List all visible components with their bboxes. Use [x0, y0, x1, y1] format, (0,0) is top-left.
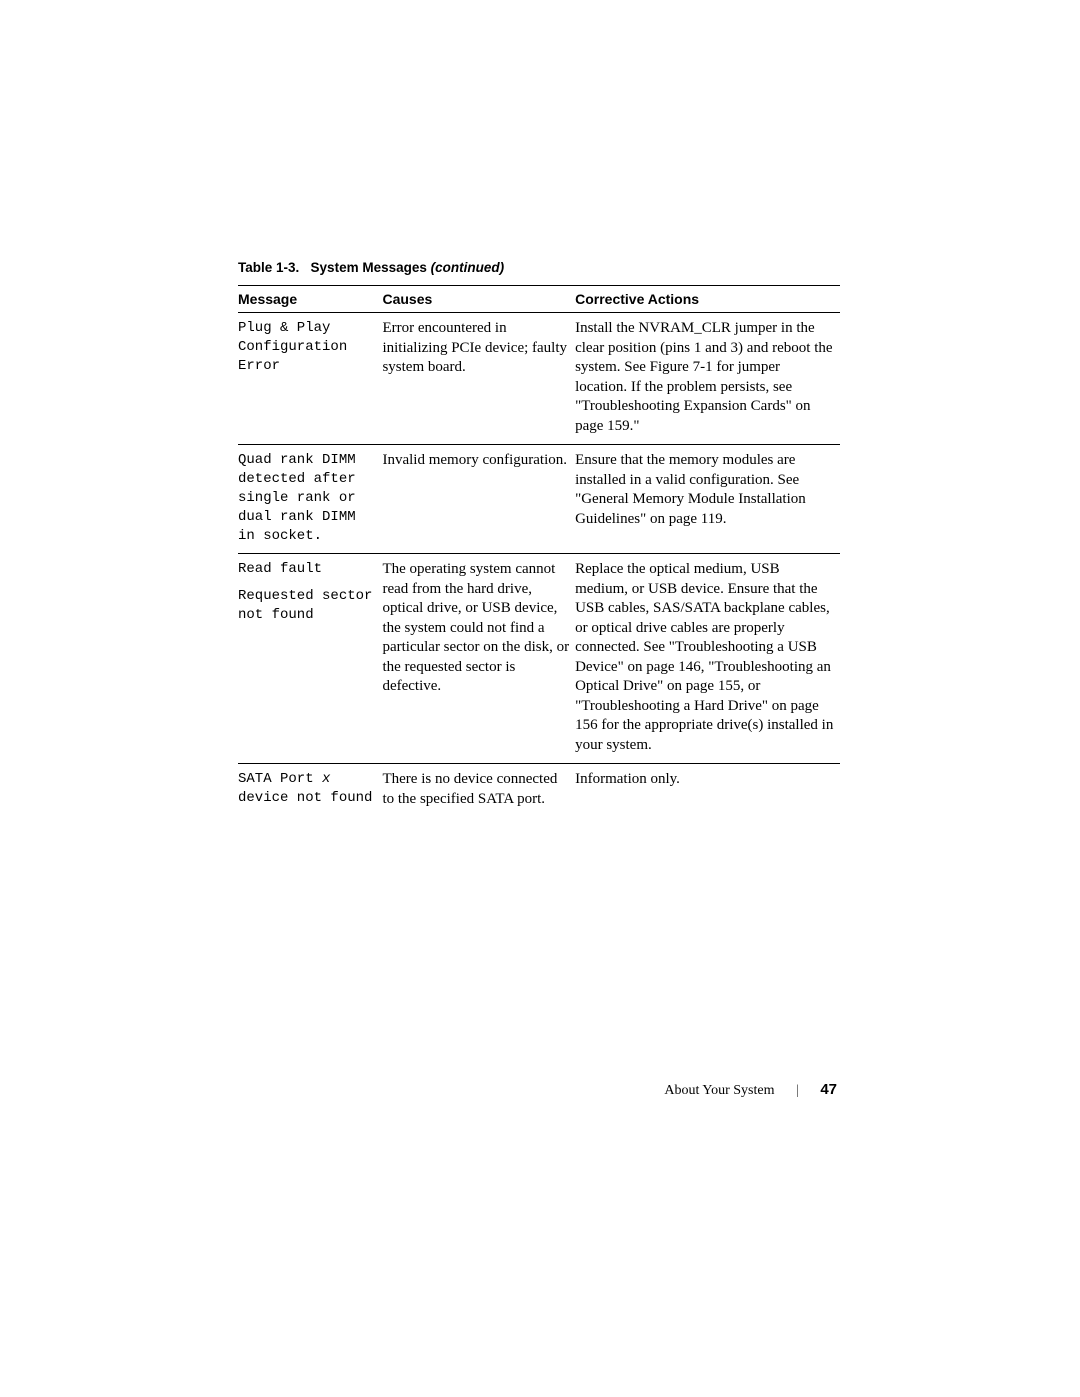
system-messages-table: Message Causes Corrective Actions Plug &…	[238, 285, 840, 817]
causes-cell: There is no device connected to the spec…	[382, 764, 575, 818]
actions-cell: Information only.	[575, 764, 840, 818]
causes-cell: The operating system cannot read from th…	[382, 554, 575, 764]
table-row: Read fault Requested sector not found The…	[238, 554, 840, 764]
page-number: 47	[820, 1081, 837, 1098]
message-cell: Quad rank DIMM detected after single ran…	[238, 445, 382, 554]
table-row: Quad rank DIMM detected after single ran…	[238, 445, 840, 554]
table-row: Plug & Play Configuration Error Error en…	[238, 313, 840, 445]
message-cell: SATA Port x device not found	[238, 764, 382, 818]
message-cell: Read fault Requested sector not found	[238, 554, 382, 764]
footer-separator: |	[778, 1083, 817, 1098]
actions-cell: Ensure that the memory modules are insta…	[575, 445, 840, 554]
message-pre: SATA Port	[238, 771, 322, 787]
caption-suffix: (continued)	[431, 260, 505, 275]
table-header-row: Message Causes Corrective Actions	[238, 286, 840, 313]
actions-cell: Replace the optical medium, USB medium, …	[575, 554, 840, 764]
col-message: Message	[238, 286, 382, 313]
message-part-b: Requested sector not found	[238, 587, 376, 625]
caption-prefix: Table 1-3.	[238, 260, 299, 275]
causes-cell: Error encountered in initializing PCIe d…	[382, 313, 575, 445]
caption-title: System Messages	[311, 260, 427, 275]
col-actions: Corrective Actions	[575, 286, 840, 313]
table-caption: Table 1-3. System Messages (continued)	[238, 260, 840, 275]
message-part-a: Read fault	[238, 560, 376, 579]
page-footer: About Your System | 47	[0, 1081, 1080, 1099]
causes-cell: Invalid memory configuration.	[382, 445, 575, 554]
table-row: SATA Port x device not found There is no…	[238, 764, 840, 818]
footer-section: About Your System	[664, 1083, 774, 1098]
col-causes: Causes	[382, 286, 575, 313]
actions-cell: Install the NVRAM_CLR jumper in the clea…	[575, 313, 840, 445]
message-cell: Plug & Play Configuration Error	[238, 313, 382, 445]
